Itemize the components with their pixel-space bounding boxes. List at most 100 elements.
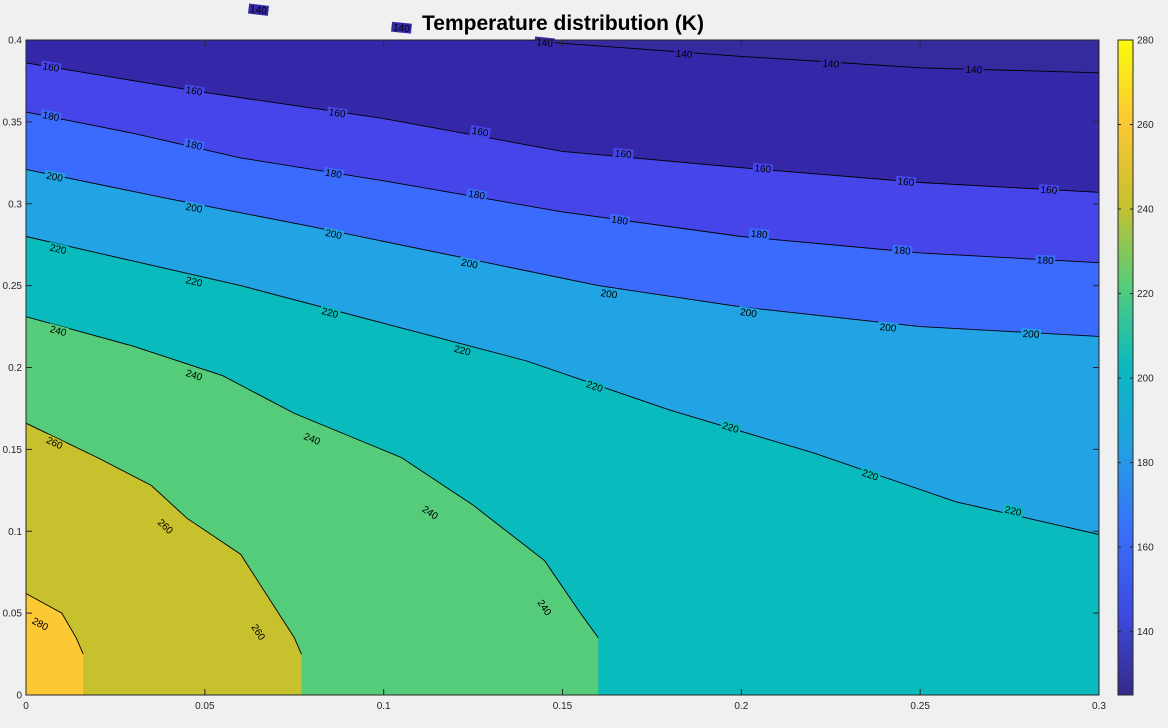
contour-label-180: 180	[183, 137, 205, 154]
contour-label-200: 200	[877, 321, 899, 335]
svg-text:220: 220	[585, 379, 605, 395]
contour-label-180: 180	[322, 166, 345, 182]
contour-label-220: 220	[719, 419, 742, 436]
svg-text:220: 220	[1004, 505, 1023, 520]
y-tick-label: 0.2	[8, 363, 22, 374]
contour-label-140: 140	[534, 36, 556, 50]
contour-label-240: 240	[183, 367, 206, 384]
contour-label-220: 220	[859, 466, 882, 484]
svg-text:240: 240	[48, 324, 67, 339]
contour-line-220	[26, 236, 1099, 535]
contour-label-160: 160	[895, 175, 917, 189]
svg-text:180: 180	[611, 215, 629, 228]
svg-text:220: 220	[453, 344, 472, 359]
contour-label-200: 200	[598, 287, 620, 302]
svg-text:200: 200	[879, 322, 897, 335]
svg-text:160: 160	[185, 85, 204, 99]
contour-fills	[26, 40, 1099, 695]
contour-label-220: 220	[47, 241, 70, 258]
svg-text:140: 140	[965, 65, 982, 76]
svg-text:200: 200	[1022, 329, 1040, 341]
contour-label-180: 180	[40, 109, 62, 124]
svg-text:140: 140	[393, 22, 411, 35]
colorbar-tick-label: 200	[1137, 374, 1154, 385]
contour-label-200: 200	[737, 306, 760, 320]
colorbar-tick-label: 260	[1137, 120, 1154, 131]
contour-label-200: 200	[322, 227, 345, 242]
x-tick-label: 0.3	[1092, 701, 1106, 712]
svg-text:180: 180	[467, 189, 486, 203]
colorbar-axis: 140 160 180 200 220 240 260 280	[1118, 36, 1154, 638]
contour-label-180: 180	[891, 244, 913, 258]
svg-text:240: 240	[184, 368, 204, 384]
svg-text:200: 200	[739, 307, 758, 320]
contour-labels: 140 140 140 140 140 140 160 160 160 160 160 160 160 1…	[29, 3, 1060, 644]
contour-label-180: 180	[609, 213, 631, 228]
colorbar-tick-label: 220	[1137, 289, 1154, 300]
svg-text:180: 180	[750, 229, 768, 242]
x-tick-label: 0.25	[910, 701, 930, 712]
x-axis: 0 0.05 0.1 0.15 0.2 0.25 0.3	[23, 40, 1106, 712]
contour-line-240	[26, 316, 599, 638]
svg-text:180: 180	[185, 139, 204, 154]
contour-label-160: 160	[183, 84, 205, 99]
contour-label-180: 180	[748, 228, 770, 242]
contour-label-160: 160	[612, 147, 634, 161]
colorbar	[1117, 39, 1134, 696]
svg-text:220: 220	[320, 306, 339, 321]
x-tick-label: 0.15	[553, 701, 573, 712]
contour-label-140: 140	[391, 21, 412, 35]
colorbar-tick-label: 140	[1137, 627, 1154, 638]
contour-line-260	[26, 422, 302, 655]
colorbar-tick-label: 160	[1137, 543, 1154, 554]
svg-text:160: 160	[1040, 185, 1058, 197]
contour-line-280	[26, 593, 84, 655]
contour-label-200: 200	[1020, 328, 1042, 341]
svg-text:200: 200	[185, 202, 204, 216]
contour-label-200: 200	[43, 169, 66, 185]
svg-text:180: 180	[1037, 255, 1055, 267]
svg-text:200: 200	[600, 288, 619, 301]
svg-text:220: 220	[721, 421, 741, 436]
svg-text:160: 160	[897, 176, 915, 188]
svg-text:140: 140	[536, 37, 554, 50]
contour-label-220: 220	[319, 305, 341, 321]
contour-label-180: 180	[1035, 254, 1056, 267]
y-tick-label: 0.05	[3, 609, 23, 620]
chart-title: Temperature distribution (K)	[422, 12, 704, 35]
contour-label-180: 180	[465, 188, 488, 203]
svg-text:220: 220	[49, 243, 68, 258]
contour-label-220: 220	[1002, 503, 1025, 520]
y-tick-label: 0.35	[3, 117, 23, 128]
svg-text:140: 140	[249, 4, 267, 17]
x-tick-label: 0.05	[195, 701, 215, 712]
y-tick-label: 0.25	[3, 281, 23, 292]
y-tick-label: 0.4	[8, 36, 22, 47]
x-tick-label: 0	[23, 701, 29, 712]
contour-label-220: 220	[183, 274, 205, 290]
y-axis: 0 0.05 0.1 0.15 0.2 0.25 0.3 0.35 0.4	[3, 36, 1099, 702]
contour-label-160: 160	[752, 162, 774, 176]
svg-text:220: 220	[185, 275, 204, 290]
colorbar-tick-label: 240	[1137, 205, 1154, 216]
svg-text:180: 180	[42, 110, 61, 124]
y-tick-label: 0.1	[8, 527, 22, 538]
svg-text:200: 200	[460, 257, 479, 271]
svg-text:180: 180	[893, 245, 911, 258]
colorbar-tick-label: 180	[1137, 458, 1154, 469]
svg-text:160: 160	[328, 107, 347, 120]
svg-text:200: 200	[324, 228, 343, 242]
contour-label-160: 160	[326, 106, 348, 121]
contour-label-200: 200	[183, 200, 205, 216]
contour-label-140: 140	[673, 48, 695, 61]
y-tick-label: 0	[16, 691, 22, 702]
svg-text:180: 180	[324, 168, 343, 182]
contour-label-140: 140	[963, 64, 984, 76]
y-tick-label: 0.3	[8, 199, 22, 210]
svg-text:220: 220	[860, 468, 880, 484]
y-tick-label: 0.15	[3, 445, 23, 456]
svg-text:160: 160	[42, 61, 61, 75]
contour-label-200: 200	[458, 256, 481, 272]
x-tick-label: 0.2	[734, 701, 748, 712]
